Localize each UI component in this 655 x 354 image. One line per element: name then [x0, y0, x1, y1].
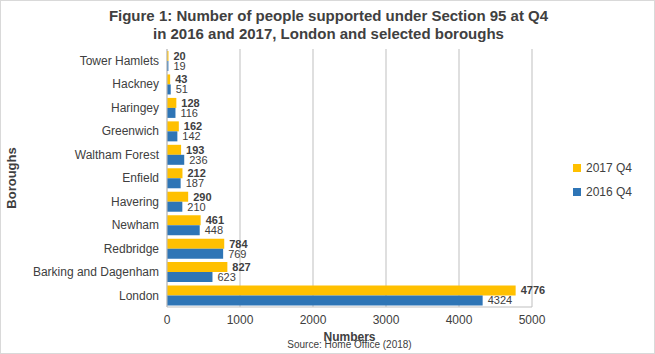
- svg-text:1000: 1000: [227, 313, 254, 327]
- svg-text:236: 236: [189, 154, 207, 166]
- svg-text:Tower Hamlets: Tower Hamlets: [80, 54, 159, 68]
- svg-text:187: 187: [186, 177, 204, 189]
- svg-text:193: 193: [186, 143, 205, 156]
- svg-text:5000: 5000: [519, 313, 546, 327]
- svg-text:Haringey: Haringey: [111, 101, 159, 115]
- svg-text:212: 212: [187, 167, 206, 180]
- svg-text:0: 0: [164, 313, 171, 327]
- svg-text:290: 290: [193, 190, 212, 203]
- svg-text:4324: 4324: [488, 294, 512, 306]
- svg-text:Waltham Forest: Waltham Forest: [75, 148, 160, 162]
- svg-text:210: 210: [187, 201, 205, 213]
- svg-text:20: 20: [173, 49, 186, 62]
- svg-text:43: 43: [175, 73, 188, 86]
- html-text:Source: Home Office (2018): Source: Home Office (2018): [287, 339, 412, 350]
- svg-text:Boroughs: Boroughs: [8, 147, 19, 208]
- svg-text:827: 827: [232, 261, 251, 273]
- svg-text:4776: 4776: [521, 284, 545, 296]
- svg-text:Redbridge: Redbridge: [104, 242, 160, 256]
- svg-text:Barking and Dagenham: Barking and Dagenham: [33, 265, 159, 279]
- svg-text:51: 51: [176, 83, 188, 95]
- html-text:2017 Q4: 2017 Q4: [586, 161, 632, 175]
- svg-text:19: 19: [173, 60, 185, 72]
- svg-text:142: 142: [182, 130, 200, 142]
- svg-text:4000: 4000: [446, 313, 473, 327]
- svg-text:623: 623: [217, 271, 235, 283]
- svg-text:London: London: [119, 289, 159, 303]
- svg-text:2000: 2000: [300, 313, 327, 327]
- svg-text:Enfield: Enfield: [122, 171, 159, 185]
- svg-text:Newham: Newham: [112, 218, 159, 232]
- svg-text:769: 769: [228, 248, 246, 260]
- svg-text:Greenwich: Greenwich: [102, 124, 159, 138]
- svg-text:128: 128: [181, 96, 200, 109]
- svg-text:461: 461: [205, 214, 224, 227]
- svg-text:784: 784: [229, 237, 248, 250]
- svg-text:162: 162: [183, 120, 203, 133]
- svg-text:Havering: Havering: [111, 195, 159, 209]
- svg-text:3000: 3000: [373, 313, 400, 327]
- html-text:Figure 1: Number of people sup: Figure 1: Number of people supported und…: [108, 7, 549, 42]
- svg-text:Hackney: Hackney: [112, 77, 159, 91]
- html-text:2016 Q4: 2016 Q4: [586, 185, 632, 199]
- svg-text:448: 448: [205, 224, 223, 236]
- svg-text:116: 116: [180, 107, 198, 119]
